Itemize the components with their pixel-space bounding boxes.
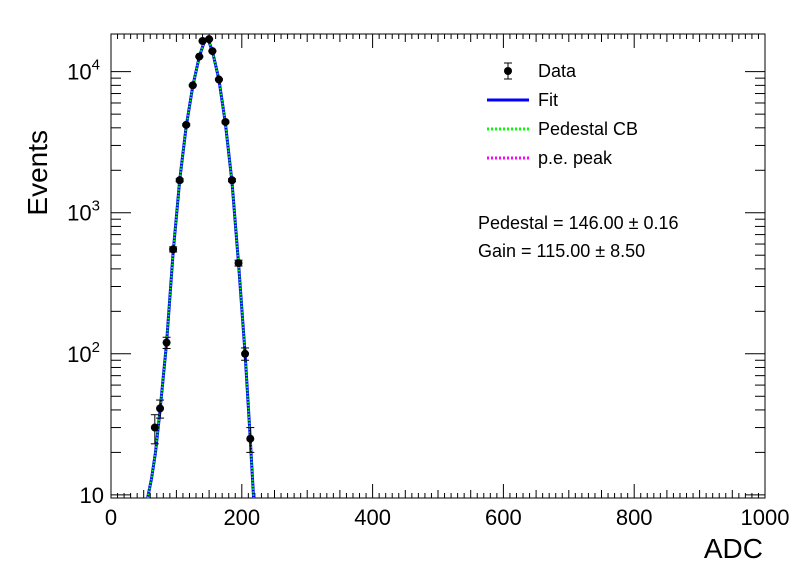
data-point (227, 176, 236, 185)
y-tick-label: 103 (67, 198, 100, 226)
data-point (198, 37, 207, 46)
data-point (195, 52, 204, 61)
legend-label: Fit (538, 90, 558, 110)
fit-curves (146, 37, 256, 499)
y-tick-label: 102 (67, 339, 100, 367)
data-point (150, 423, 159, 432)
data-point (175, 176, 184, 185)
plot-frame (110, 33, 766, 499)
legend-label: Pedestal CB (538, 119, 638, 139)
annotation-gain: Gain = 115.00 ± 8.50 (478, 241, 645, 261)
legend-label: Data (538, 61, 577, 81)
x-tick-label: 600 (485, 505, 522, 530)
data-point (214, 75, 223, 84)
x-axis-label: ADC (704, 533, 763, 564)
y-tick-label: 104 (67, 57, 100, 85)
data-point (246, 434, 255, 443)
data-point (205, 35, 214, 44)
data-point (234, 259, 243, 268)
annotation-pedestal: Pedestal = 146.00 ± 0.16 (478, 213, 679, 233)
x-axis-ticks (110, 34, 766, 498)
data-point (156, 404, 165, 413)
x-tick-label: 0 (105, 505, 117, 530)
x-tick-label: 400 (354, 505, 391, 530)
data-point (162, 338, 171, 347)
data-point (188, 81, 197, 90)
data-point (221, 117, 230, 126)
y-axis-label: Events (22, 130, 53, 216)
data-point (182, 120, 191, 129)
y-axis-ticks (111, 71, 765, 496)
data-point (208, 47, 217, 56)
data-point (241, 349, 250, 358)
fit-curve (146, 37, 256, 499)
legend-label: p.e. peak (538, 148, 613, 168)
x-tick-label: 200 (223, 505, 260, 530)
x-axis-tick-labels: 0 200 400 600 800 1000 (105, 505, 790, 530)
legend: Data Fit Pedestal CB p.e. peak (487, 61, 638, 168)
y-tick-label: 10 (80, 483, 104, 508)
data-point (169, 245, 178, 254)
data-points (150, 35, 255, 453)
x-tick-label: 1000 (741, 505, 790, 530)
x-tick-label: 800 (616, 505, 653, 530)
y-axis-tick-labels: 10 102 103 104 (67, 57, 104, 508)
legend-data-marker (504, 67, 512, 75)
